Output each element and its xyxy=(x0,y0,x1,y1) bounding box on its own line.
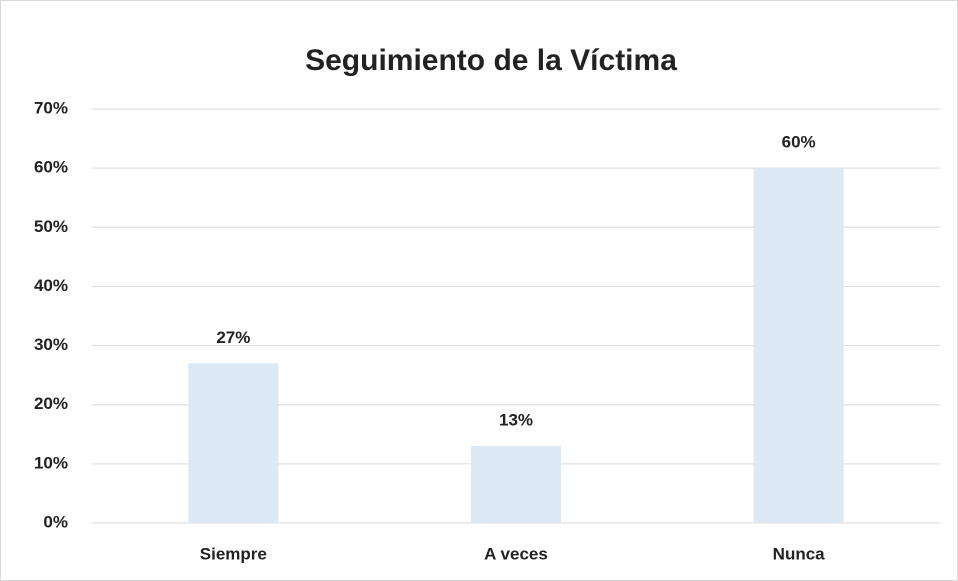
y-tick-label: 50% xyxy=(34,217,68,236)
bar xyxy=(188,363,279,523)
x-tick-label: A veces xyxy=(484,544,548,563)
x-tick-label: Nunca xyxy=(773,544,826,563)
y-tick-label: 60% xyxy=(34,158,68,177)
chart-title: Seguimiento de la Víctima xyxy=(305,44,677,77)
y-tick-label: 40% xyxy=(34,276,68,295)
y-tick-label: 20% xyxy=(34,394,68,413)
x-tick-label: Siempre xyxy=(200,544,267,563)
y-tick-label: 30% xyxy=(34,335,68,354)
y-tick-label: 10% xyxy=(34,453,68,472)
data-label: 13% xyxy=(499,411,533,430)
y-tick-label: 0% xyxy=(43,512,68,531)
data-label: 27% xyxy=(216,328,250,347)
data-label: 60% xyxy=(782,133,816,152)
bar xyxy=(753,168,844,523)
bar xyxy=(471,446,561,523)
y-tick-label: 70% xyxy=(34,98,68,117)
